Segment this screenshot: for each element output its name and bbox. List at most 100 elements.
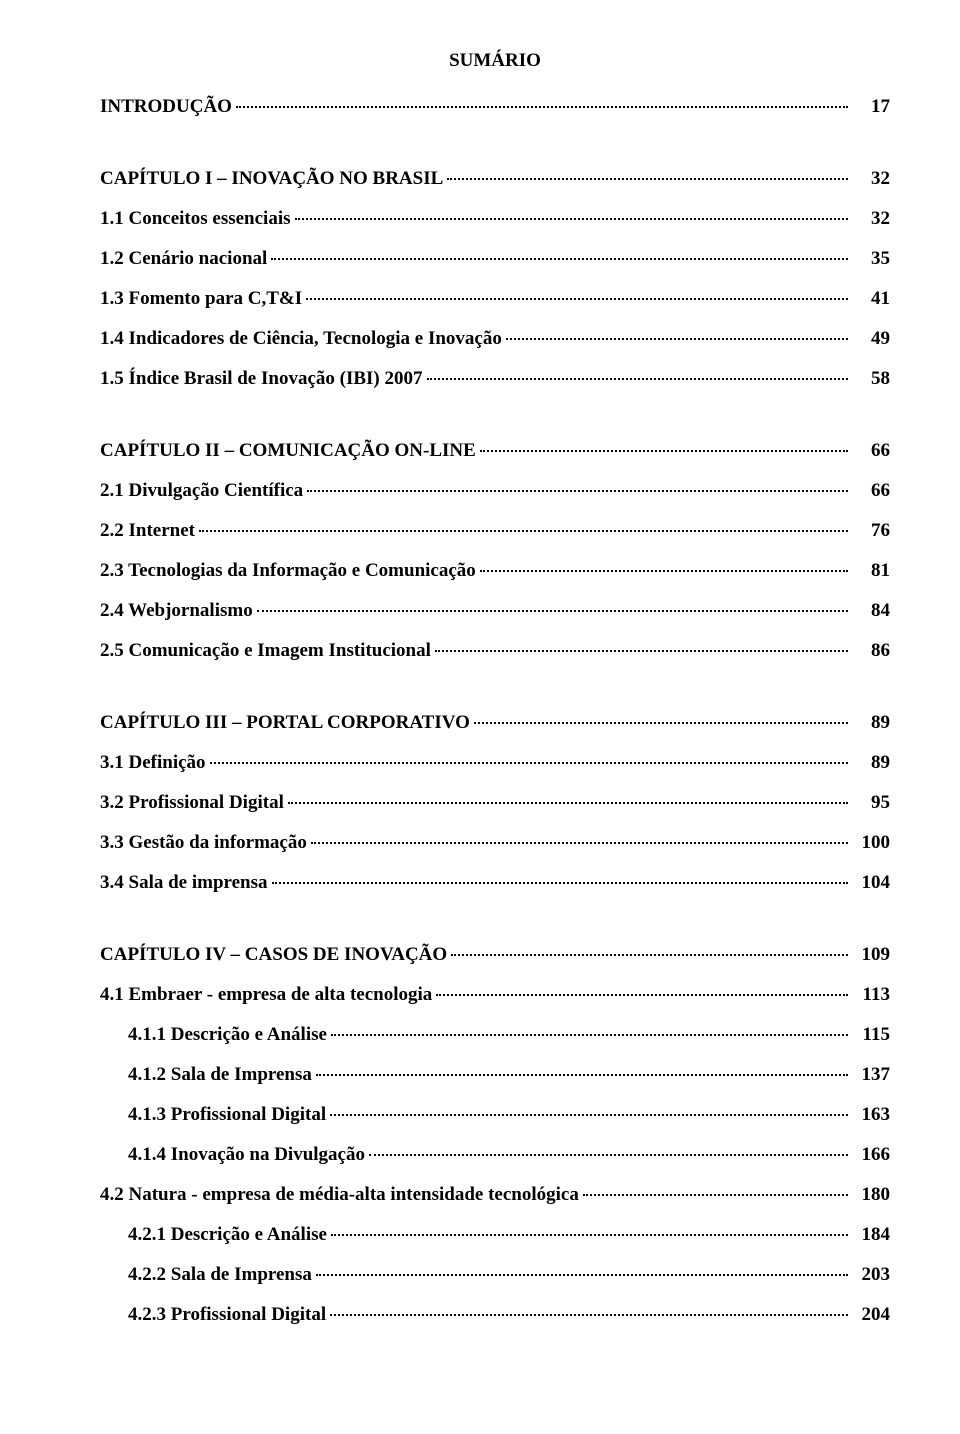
toc-entry: 4.1.4 Inovação na Divulgação166 <box>100 1144 890 1166</box>
toc-entry-page: 113 <box>852 984 890 1006</box>
toc-entry-page: 100 <box>852 832 890 854</box>
toc-entry-page: 204 <box>852 1304 890 1326</box>
toc-entry-label: 1.2 Cenário nacional <box>100 248 267 270</box>
toc-leader-dots <box>583 1194 848 1196</box>
toc-entry: 3.4 Sala de imprensa 104 <box>100 872 890 894</box>
toc-entry: 3.1 Definição89 <box>100 752 890 774</box>
toc-leader-dots <box>288 802 848 804</box>
toc-entry-page: 166 <box>852 1144 890 1166</box>
toc-entry: 2.3 Tecnologias da Informação e Comunica… <box>100 560 890 582</box>
toc-entry: CAPÍTULO II – COMUNICAÇÃO ON-LINE66 <box>100 440 890 462</box>
toc-leader-dots <box>316 1074 848 1076</box>
toc-entry: CAPÍTULO IV – CASOS DE INOVAÇÃO 109 <box>100 944 890 966</box>
toc-entry: 4.2 Natura - empresa de média-alta inten… <box>100 1184 890 1206</box>
toc-leader-dots <box>199 530 848 532</box>
toc-entry-label: 3.2 Profissional Digital <box>100 792 284 814</box>
toc-entry: 4.1.1 Descrição e Análise 115 <box>100 1024 890 1046</box>
toc-leader-dots <box>369 1154 848 1156</box>
toc-entry-label: 2.1 Divulgação Científica <box>100 480 303 502</box>
toc-entry-label: 1.4 Indicadores de Ciência, Tecnologia e… <box>100 328 502 350</box>
toc-entry: 3.2 Profissional Digital 95 <box>100 792 890 814</box>
toc-leader-dots <box>271 258 848 260</box>
toc-entry: CAPÍTULO I – INOVAÇÃO NO BRASIL 32 <box>100 168 890 190</box>
toc-entry-page: 66 <box>852 480 890 502</box>
toc-leader-dots <box>272 882 848 884</box>
toc-entry-label: 2.3 Tecnologias da Informação e Comunica… <box>100 560 476 582</box>
toc-entry: 2.4 Webjornalismo 84 <box>100 600 890 622</box>
toc-entry: 1.1 Conceitos essenciais32 <box>100 208 890 230</box>
toc-entry-page: 115 <box>852 1024 890 1046</box>
toc-leader-dots <box>506 338 848 340</box>
toc-entry: 2.2 Internet 76 <box>100 520 890 542</box>
toc-entry-page: 163 <box>852 1104 890 1126</box>
toc-leader-dots <box>295 218 848 220</box>
section-gap <box>100 136 890 168</box>
toc-entry: 4.1.3 Profissional Digital 163 <box>100 1104 890 1126</box>
toc-entry-label: 4.1 Embraer - empresa de alta tecnologia <box>100 984 432 1006</box>
toc-entry-page: 109 <box>852 944 890 966</box>
toc-entry-label: 2.5 Comunicação e Imagem Institucional <box>100 640 431 662</box>
toc-entry-page: 35 <box>852 248 890 270</box>
toc-entry-label: 3.4 Sala de imprensa <box>100 872 268 894</box>
toc-entry-label: 4.1.1 Descrição e Análise <box>128 1024 327 1046</box>
toc-entry-label: 4.2 Natura - empresa de média-alta inten… <box>100 1184 579 1206</box>
toc-leader-dots <box>330 1114 848 1116</box>
toc-leader-dots <box>427 378 849 380</box>
toc-entry-label: 4.2.1 Descrição e Análise <box>128 1224 327 1246</box>
section-gap <box>100 408 890 440</box>
toc-leader-dots <box>447 178 848 180</box>
toc-entry: 4.2.1 Descrição e Análise 184 <box>100 1224 890 1246</box>
toc-entry-page: 137 <box>852 1064 890 1086</box>
toc-entry-page: 76 <box>852 520 890 542</box>
toc-entry-label: 1.3 Fomento para C,T&I <box>100 288 302 310</box>
toc-leader-dots <box>311 842 848 844</box>
toc-entry-label: INTRODUÇÃO <box>100 96 232 118</box>
toc-entry: 4.1.2 Sala de Imprensa 137 <box>100 1064 890 1086</box>
toc-entry: 2.1 Divulgação Científica 66 <box>100 480 890 502</box>
toc-entry-label: 1.5 Índice Brasil de Inovação (IBI) 2007 <box>100 368 423 390</box>
toc-entry-page: 86 <box>852 640 890 662</box>
toc-entry-label: CAPÍTULO III – PORTAL CORPORATIVO <box>100 712 470 734</box>
toc-leader-dots <box>451 954 848 956</box>
toc-entry-label: 2.2 Internet <box>100 520 195 542</box>
toc-entry: 1.2 Cenário nacional 35 <box>100 248 890 270</box>
toc-entry-label: 4.2.2 Sala de Imprensa <box>128 1264 312 1286</box>
toc-entry-page: 17 <box>852 96 890 118</box>
toc-entry: 1.5 Índice Brasil de Inovação (IBI) 2007… <box>100 368 890 390</box>
toc-entry: CAPÍTULO III – PORTAL CORPORATIVO89 <box>100 712 890 734</box>
toc-entry-label: 4.1.2 Sala de Imprensa <box>128 1064 312 1086</box>
toc-entry-page: 58 <box>852 368 890 390</box>
toc-leader-dots <box>210 762 848 764</box>
toc-entry-label: 3.3 Gestão da informação <box>100 832 307 854</box>
toc-leader-dots <box>474 722 848 724</box>
toc-entry-label: 4.1.3 Profissional Digital <box>128 1104 326 1126</box>
toc-leader-dots <box>236 106 848 108</box>
toc-entry-page: 104 <box>852 872 890 894</box>
toc-entry-page: 184 <box>852 1224 890 1246</box>
toc-entry-page: 32 <box>852 168 890 190</box>
toc-entry: INTRODUÇÃO 17 <box>100 96 890 118</box>
toc-leader-dots <box>436 994 848 996</box>
toc-entry-page: 41 <box>852 288 890 310</box>
toc-leader-dots <box>435 650 848 652</box>
toc-entry-page: 84 <box>852 600 890 622</box>
toc-leader-dots <box>306 298 848 300</box>
toc-entry-label: CAPÍTULO IV – CASOS DE INOVAÇÃO <box>100 944 447 966</box>
toc-entry-page: 203 <box>852 1264 890 1286</box>
toc-entry-label: CAPÍTULO II – COMUNICAÇÃO ON-LINE <box>100 440 476 462</box>
toc-leader-dots <box>316 1274 848 1276</box>
toc-leader-dots <box>331 1234 848 1236</box>
toc-entry-page: 180 <box>852 1184 890 1206</box>
toc-entry-page: 95 <box>852 792 890 814</box>
toc-entry-page: 49 <box>852 328 890 350</box>
toc-entry-label: 2.4 Webjornalismo <box>100 600 253 622</box>
toc-leader-dots <box>307 490 848 492</box>
toc-entry: 4.1 Embraer - empresa de alta tecnologia… <box>100 984 890 1006</box>
section-gap <box>100 680 890 712</box>
toc-entry: 4.2.3 Profissional Digital204 <box>100 1304 890 1326</box>
toc-entry-label: 1.1 Conceitos essenciais <box>100 208 291 230</box>
toc-entry-label: CAPÍTULO I – INOVAÇÃO NO BRASIL <box>100 168 443 190</box>
toc-entry-label: 3.1 Definição <box>100 752 206 774</box>
toc-title: SUMÁRIO <box>100 50 890 72</box>
toc-entry: 1.4 Indicadores de Ciência, Tecnologia e… <box>100 328 890 350</box>
